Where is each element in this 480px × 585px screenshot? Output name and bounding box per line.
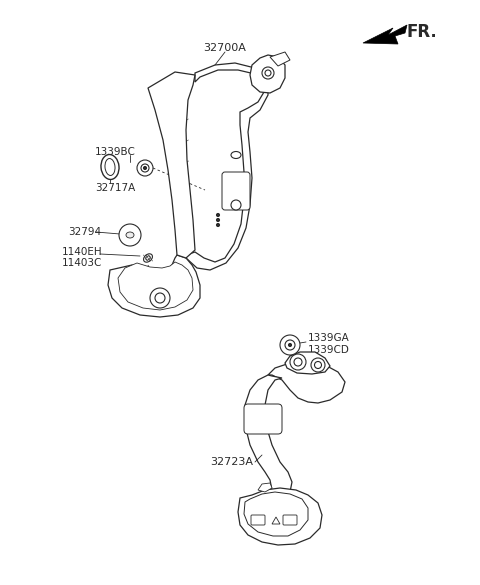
Circle shape [285,340,295,350]
Polygon shape [244,492,308,536]
Text: 32794: 32794 [68,227,101,237]
Text: 1339GA: 1339GA [308,333,350,343]
Circle shape [119,224,141,246]
Polygon shape [258,483,272,492]
Circle shape [311,358,325,372]
Circle shape [290,354,306,370]
FancyBboxPatch shape [283,515,297,525]
Circle shape [155,293,165,303]
Polygon shape [108,255,200,317]
Polygon shape [250,55,285,93]
Text: FR.: FR. [407,23,438,41]
Polygon shape [285,352,330,374]
Circle shape [280,335,300,355]
FancyBboxPatch shape [251,515,265,525]
Circle shape [141,164,149,172]
Circle shape [137,160,153,176]
Polygon shape [363,25,407,44]
FancyBboxPatch shape [244,404,282,434]
Ellipse shape [126,232,134,238]
Text: 1339BC: 1339BC [95,147,136,157]
Text: 1140EH: 1140EH [62,247,103,257]
Circle shape [216,223,219,226]
Ellipse shape [105,159,115,176]
Ellipse shape [231,152,241,159]
Polygon shape [272,517,280,524]
Circle shape [216,219,219,222]
Polygon shape [148,72,195,258]
Polygon shape [118,262,193,310]
Circle shape [294,358,302,366]
Text: 11403C: 11403C [62,258,102,268]
Ellipse shape [123,230,136,240]
Ellipse shape [144,254,153,262]
Polygon shape [245,375,292,498]
Circle shape [144,167,146,170]
Circle shape [150,288,170,308]
Text: 32700A: 32700A [204,43,246,53]
Circle shape [231,200,241,210]
Text: 32723A: 32723A [210,457,253,467]
Circle shape [288,343,291,346]
Text: 32717A: 32717A [95,183,135,193]
FancyBboxPatch shape [222,172,250,210]
Ellipse shape [101,154,119,180]
Polygon shape [186,63,268,270]
Circle shape [262,67,274,79]
Circle shape [216,214,219,216]
Text: 1339CD: 1339CD [308,345,350,355]
Polygon shape [270,52,290,66]
Polygon shape [268,362,345,403]
Ellipse shape [146,256,150,260]
Circle shape [265,70,271,76]
Circle shape [314,362,322,369]
Polygon shape [238,488,322,545]
